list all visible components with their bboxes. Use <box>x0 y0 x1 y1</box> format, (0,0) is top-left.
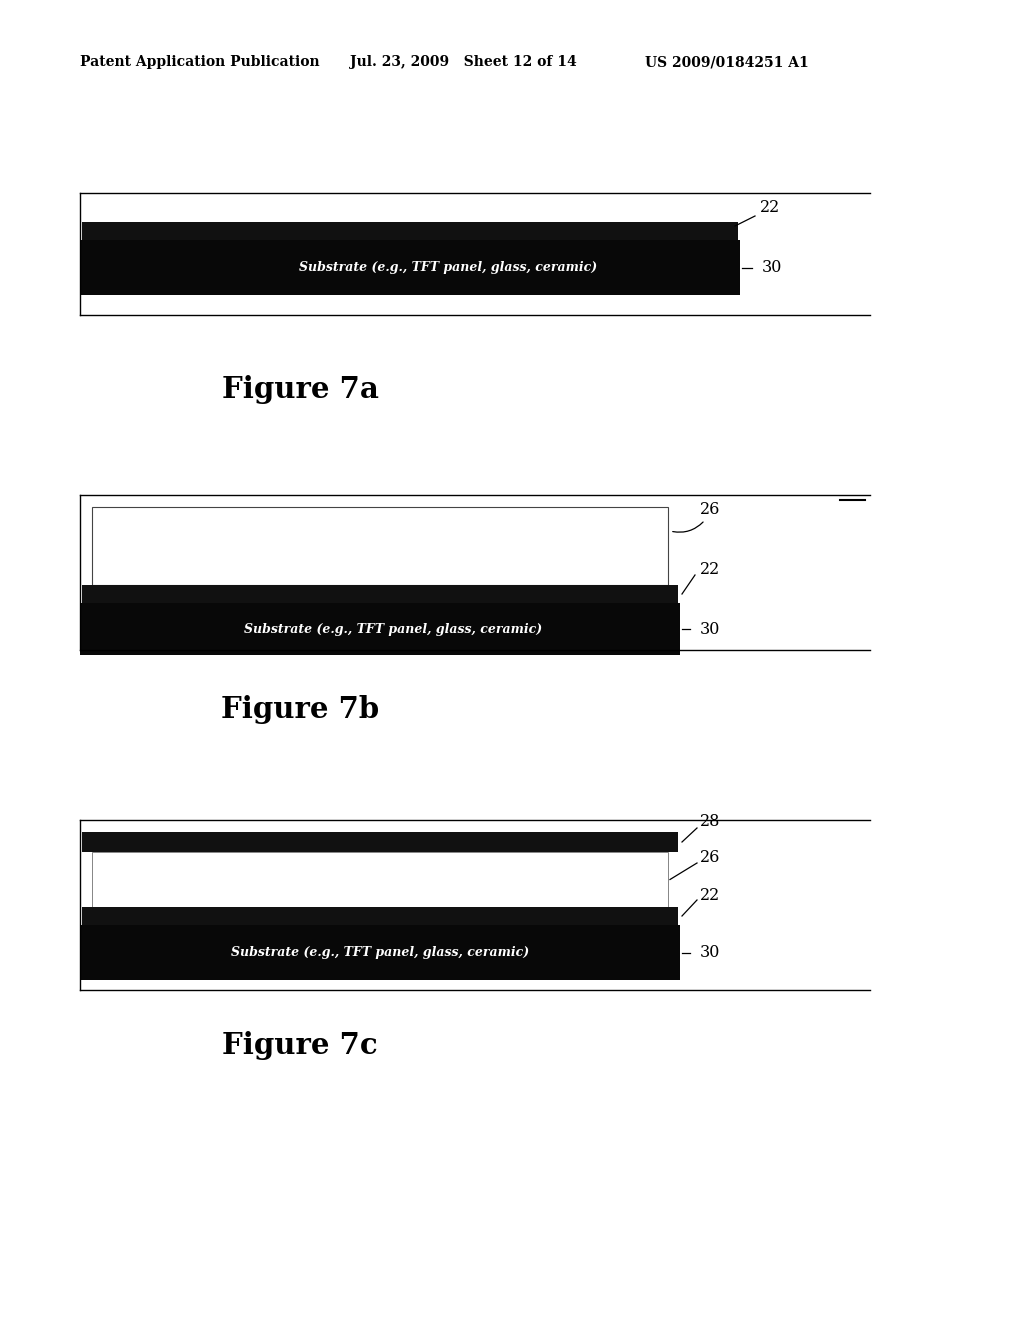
Bar <box>82 907 678 925</box>
Bar <box>92 507 668 585</box>
Bar <box>92 851 668 907</box>
Text: 30: 30 <box>700 620 720 638</box>
Text: 28: 28 <box>700 813 720 830</box>
Bar <box>80 603 680 655</box>
Text: Substrate (e.g., TFT panel, glass, ceramic): Substrate (e.g., TFT panel, glass, ceram… <box>299 261 597 275</box>
Text: Substrate (e.g., TFT panel, glass, ceramic): Substrate (e.g., TFT panel, glass, ceram… <box>230 946 528 960</box>
Text: 22: 22 <box>700 561 720 578</box>
Text: Figure 7c: Figure 7c <box>222 1031 378 1060</box>
Text: 30: 30 <box>700 944 720 961</box>
Text: 26: 26 <box>700 502 720 519</box>
Text: Patent Application Publication: Patent Application Publication <box>80 55 319 69</box>
Text: Jul. 23, 2009   Sheet 12 of 14: Jul. 23, 2009 Sheet 12 of 14 <box>350 55 577 69</box>
Text: US 2009/0184251 A1: US 2009/0184251 A1 <box>645 55 809 69</box>
Bar <box>80 240 740 294</box>
Text: 26: 26 <box>700 850 720 866</box>
Text: 30: 30 <box>762 259 782 276</box>
Text: Figure 7b: Figure 7b <box>221 696 379 725</box>
Bar <box>82 832 678 851</box>
Bar <box>82 222 738 240</box>
Text: 22: 22 <box>760 199 780 216</box>
Text: 22: 22 <box>700 887 720 903</box>
Text: Figure 7a: Figure 7a <box>221 375 379 404</box>
Text: Substrate (e.g., TFT panel, glass, ceramic): Substrate (e.g., TFT panel, glass, ceram… <box>245 623 543 635</box>
Bar <box>82 585 678 603</box>
Bar <box>80 925 680 979</box>
